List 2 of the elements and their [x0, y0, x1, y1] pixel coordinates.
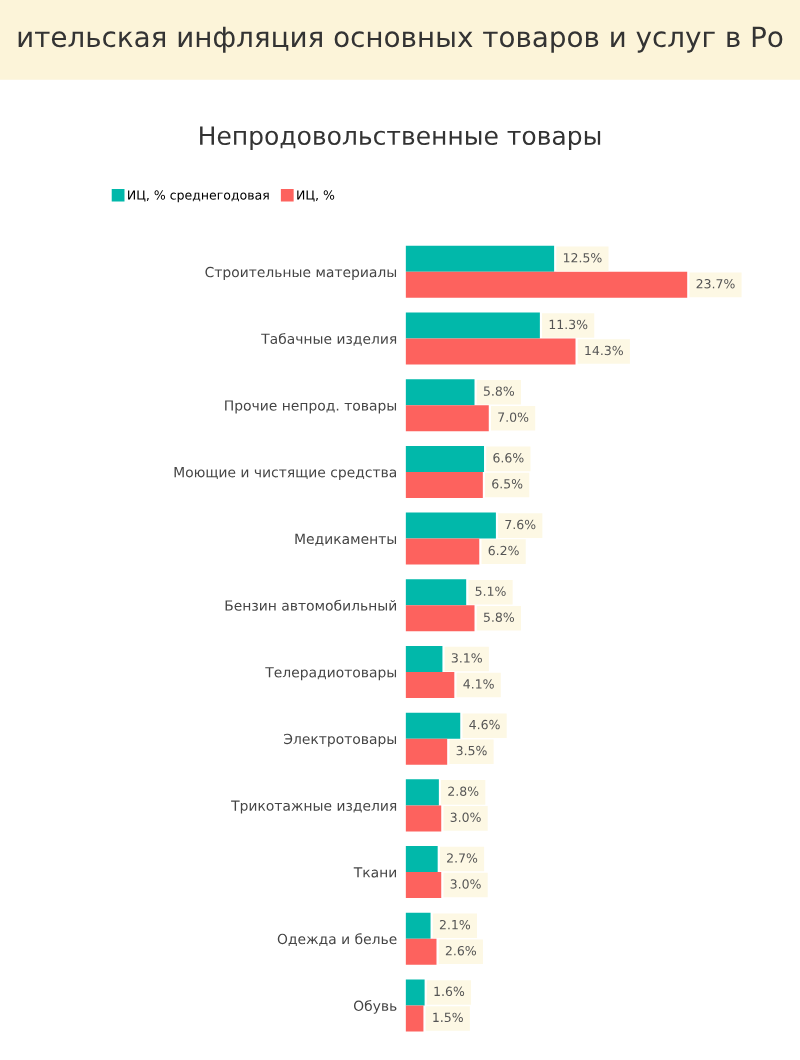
- chart-title: ительская инфляция основных товаров и услуг в Ро: [18, 26, 783, 53]
- chart-subtitle: Непродовольственные товары: [200, 126, 601, 150]
